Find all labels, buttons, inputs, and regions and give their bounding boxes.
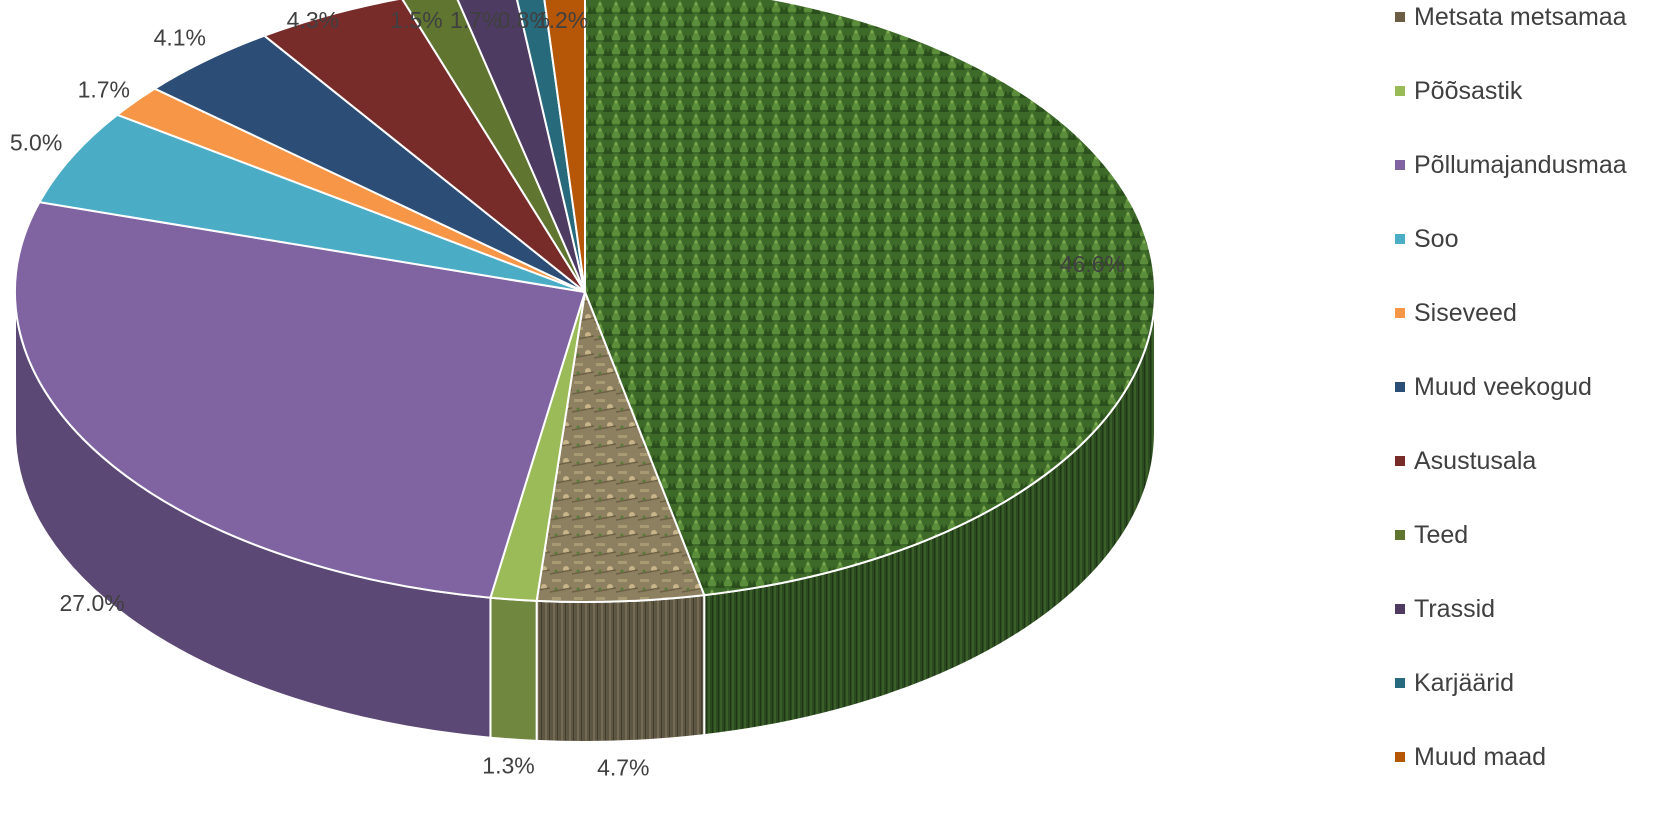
legend-item-asustusala: Asustusala	[1395, 446, 1536, 476]
legend-label: Siseveed	[1414, 298, 1517, 327]
legend-item-pollumajandusmaa: Põllumajandusmaa	[1395, 150, 1627, 180]
data-label-poosastik: 1.3%	[482, 752, 534, 778]
data-label-teed: 1.5%	[390, 7, 442, 33]
data-label-siseveed: 1.7%	[78, 77, 130, 103]
legend-item-karjaarid: Karjäärid	[1395, 668, 1514, 698]
slice-side-poosastik	[489, 596, 538, 742]
legend-label: Asustusala	[1414, 446, 1537, 475]
slice-metsamaa	[584, 0, 1156, 597]
data-label-asustusala: 4.3%	[287, 7, 339, 33]
legend-swatch	[1395, 604, 1405, 614]
legend-label: Karjäärid	[1414, 668, 1515, 697]
legend-swatch	[1395, 86, 1405, 96]
slice-trassid	[456, 0, 586, 293]
data-label-karjaarid: 0.8%	[497, 7, 549, 33]
data-label-metsamaa: 46.6%	[1060, 251, 1125, 277]
slice-pollumajandusmaa	[14, 201, 587, 599]
legend-item-trassid: Trassid	[1395, 594, 1495, 624]
legend-item-poosastik: Põõsastik	[1395, 76, 1522, 106]
data-label-metsata-metsamaa: 4.7%	[597, 754, 649, 780]
legend-swatch	[1395, 456, 1405, 466]
legend-item-muud-maad: Muud maad	[1395, 742, 1546, 772]
slice-asustusala	[262, 0, 586, 293]
slice-teed	[401, 0, 586, 293]
data-label-muud-maad: 1.2%	[536, 7, 588, 33]
legend-label: Põõsastik	[1414, 76, 1523, 105]
legend-swatch	[1395, 382, 1405, 392]
legend-swatch	[1395, 234, 1405, 244]
slice-side-metsata-metsamaa	[535, 594, 706, 743]
legend-swatch	[1395, 160, 1405, 170]
slice-karjaarid	[516, 0, 586, 293]
legend-label: Soo	[1414, 224, 1459, 253]
legend-swatch	[1395, 308, 1405, 318]
slice-metsata-metsamaa	[535, 288, 706, 603]
data-label-trassid: 1.7%	[450, 7, 502, 33]
legend-item-teed: Teed	[1395, 520, 1468, 550]
legend-label: Põllumajandusmaa	[1414, 150, 1627, 179]
legend-label: Muud veekogud	[1414, 372, 1592, 401]
legend-swatch	[1395, 530, 1405, 540]
legend-swatch	[1395, 752, 1405, 762]
legend-item-metsata-metsamaa: Metsata metsamaa	[1395, 2, 1627, 32]
legend-item-soo: Soo	[1395, 224, 1458, 254]
legend-swatch	[1395, 12, 1405, 22]
data-label-soo: 5.0%	[10, 130, 62, 156]
legend-label: Teed	[1414, 520, 1469, 549]
legend-label: Trassid	[1414, 594, 1496, 623]
legend-label: Muud maad	[1414, 742, 1547, 771]
legend: Metsata metsamaa Põõsastik Põllumajandusma…	[1395, 0, 1663, 825]
legend-label: Metsata metsamaa	[1414, 2, 1627, 31]
data-label-muud-veekogud: 4.1%	[154, 24, 206, 50]
legend-item-siseveed: Siseveed	[1395, 298, 1517, 328]
data-label-pollumajandusmaa: 27.0%	[59, 590, 124, 616]
legend-swatch	[1395, 678, 1405, 688]
slice-soo	[37, 113, 586, 293]
legend-item-muud-veekogud: Muud veekogud	[1395, 372, 1592, 402]
slice-muud-maad	[543, 0, 586, 293]
